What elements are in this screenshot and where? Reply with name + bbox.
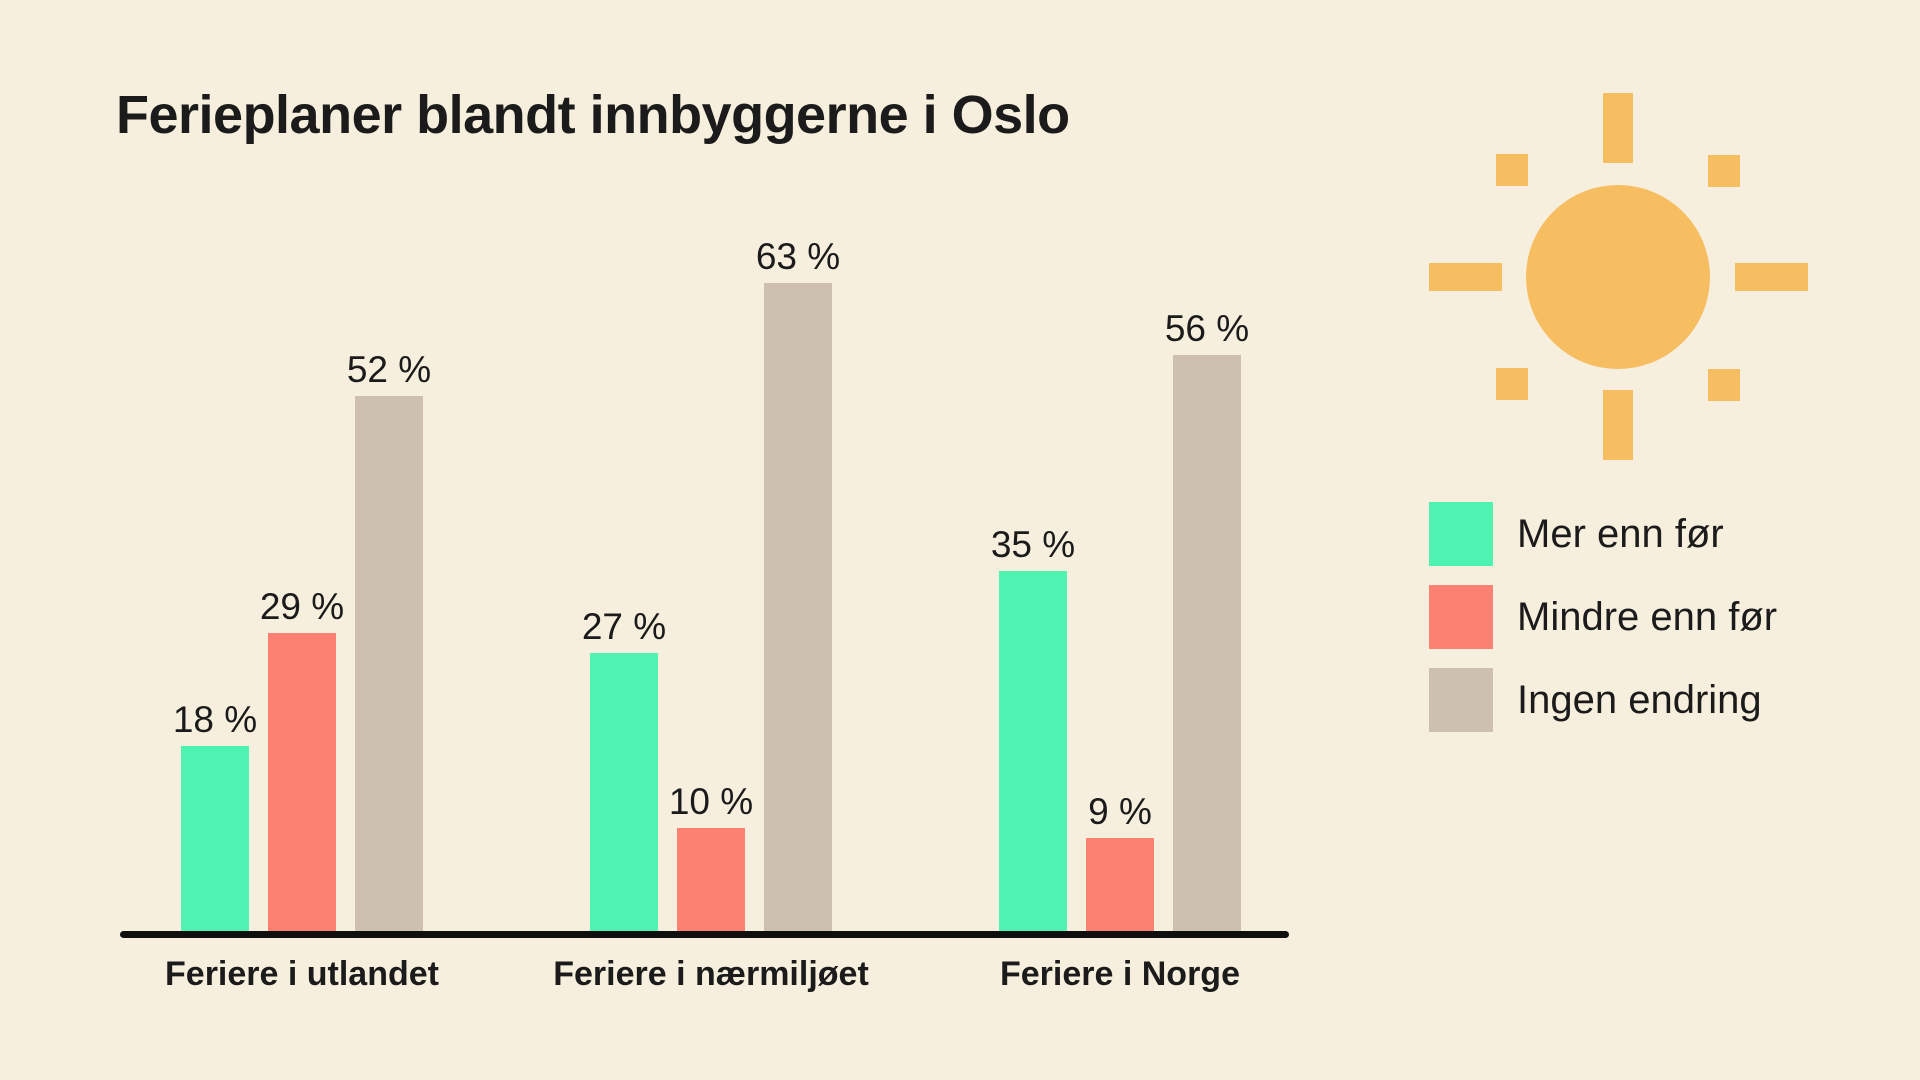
bar-value-label: 18 % <box>172 699 258 740</box>
bar-value-label: 10 % <box>668 781 754 822</box>
sun-ray-top-left <box>1496 154 1528 186</box>
legend-swatch-tan <box>1429 668 1493 732</box>
legend-label: Mer enn før <box>1517 512 1724 556</box>
legend-label: Ingen endring <box>1517 678 1762 722</box>
x-axis-line <box>120 931 1289 938</box>
legend-item: Mindre enn før <box>1429 585 1777 649</box>
sun-icon <box>1429 93 1808 460</box>
sun-ray-left <box>1429 263 1502 291</box>
bar <box>764 283 832 931</box>
sun-ray-top-right <box>1708 155 1740 187</box>
category-label: Feriere i Norge <box>1000 955 1240 993</box>
bar-value-label: 52 % <box>346 349 432 390</box>
legend-item: Mer enn før <box>1429 502 1777 566</box>
bar-value-label: 27 % <box>581 606 667 647</box>
sun-ray-right <box>1735 263 1808 291</box>
sun-core <box>1526 185 1710 369</box>
bar <box>590 653 658 931</box>
bar <box>1173 355 1241 931</box>
bar-value-label: 9 % <box>1088 791 1152 832</box>
legend-swatch-green <box>1429 502 1493 566</box>
sun-ray-top <box>1603 93 1633 163</box>
legend-label: Mindre enn før <box>1517 595 1778 639</box>
category-label: Feriere i utlandet <box>165 955 439 993</box>
sun-ray-bottom-right <box>1708 369 1740 401</box>
bar <box>677 828 745 931</box>
bar-value-label: 63 % <box>755 236 841 277</box>
bar <box>999 571 1067 931</box>
bar <box>1086 838 1154 931</box>
sun-ray-bottom <box>1603 390 1633 460</box>
legend-item: Ingen endring <box>1429 668 1777 732</box>
bar <box>268 633 336 931</box>
category-label: Feriere i nærmiljøet <box>553 955 869 993</box>
sun-ray-bottom-left <box>1496 368 1528 400</box>
bar <box>355 396 423 931</box>
legend-swatch-red <box>1429 585 1493 649</box>
bar-value-label: 29 % <box>259 586 345 627</box>
bar-value-label: 56 % <box>1164 308 1250 349</box>
bar-value-label: 35 % <box>990 524 1076 565</box>
legend: Mer enn før Mindre enn før Ingen endring <box>1429 502 1777 732</box>
chart-title: Ferieplaner blandt innbyggerne i Oslo <box>116 85 1070 145</box>
bar <box>181 746 249 931</box>
